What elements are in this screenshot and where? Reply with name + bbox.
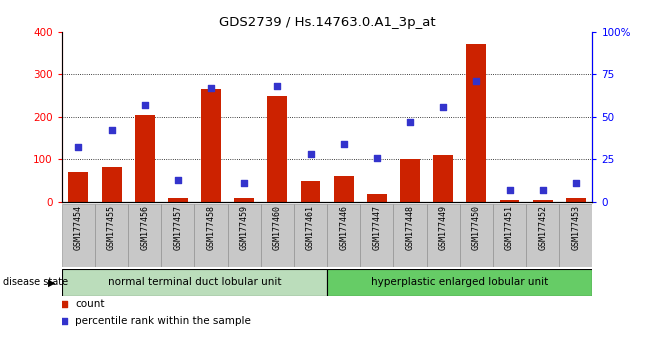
Text: GSM177448: GSM177448 [406, 205, 415, 251]
Point [173, 177, 183, 183]
Text: GSM177454: GSM177454 [74, 205, 83, 251]
Text: count: count [75, 298, 105, 309]
Bar [62, 204, 95, 267]
Bar [460, 204, 493, 267]
Text: hyperplastic enlarged lobular unit: hyperplastic enlarged lobular unit [371, 277, 548, 287]
Point [239, 180, 249, 186]
Point [214, 91, 224, 97]
Point [339, 141, 349, 147]
Point [106, 127, 117, 133]
Bar [268, 96, 287, 202]
Bar [393, 204, 426, 267]
Text: GSM177453: GSM177453 [572, 205, 580, 251]
Bar [102, 167, 122, 202]
Bar [566, 198, 586, 202]
Text: GSM177458: GSM177458 [206, 205, 215, 251]
Text: disease state: disease state [3, 277, 68, 287]
Title: GDS2739 / Hs.14763.0.A1_3p_at: GDS2739 / Hs.14763.0.A1_3p_at [219, 16, 436, 29]
Text: GSM177450: GSM177450 [472, 205, 481, 251]
Bar [533, 200, 553, 202]
Text: ▶: ▶ [48, 277, 55, 287]
Bar [201, 89, 221, 202]
Point [206, 85, 216, 91]
Text: percentile rank within the sample: percentile rank within the sample [75, 316, 251, 326]
Text: GSM177461: GSM177461 [306, 205, 315, 251]
Bar [433, 155, 453, 202]
Bar [234, 198, 254, 202]
Bar [426, 204, 460, 267]
Point [372, 155, 382, 160]
Point [505, 187, 515, 193]
Bar [466, 44, 486, 202]
Text: GSM177449: GSM177449 [439, 205, 448, 251]
Bar [294, 204, 327, 267]
Bar [301, 181, 320, 202]
Text: GSM177456: GSM177456 [140, 205, 149, 251]
Bar [261, 204, 294, 267]
Bar [526, 204, 559, 267]
Bar [128, 204, 161, 267]
Bar [228, 204, 261, 267]
Point [438, 104, 449, 109]
Point [405, 119, 415, 125]
Text: GSM177447: GSM177447 [372, 205, 381, 251]
Bar [195, 204, 228, 267]
Bar [367, 194, 387, 202]
Point [73, 144, 83, 150]
Bar [493, 204, 526, 267]
Point [214, 251, 224, 256]
Text: GSM177457: GSM177457 [173, 205, 182, 251]
Text: GSM177455: GSM177455 [107, 205, 116, 251]
Bar [499, 200, 519, 202]
Point [305, 152, 316, 157]
Text: GSM177452: GSM177452 [538, 205, 547, 251]
Bar [400, 159, 420, 202]
Point [538, 187, 548, 193]
Text: GSM177459: GSM177459 [240, 205, 249, 251]
Bar [559, 204, 592, 267]
Bar [327, 269, 592, 296]
Bar [95, 204, 128, 267]
Text: GSM177451: GSM177451 [505, 205, 514, 251]
Text: normal terminal duct lobular unit: normal terminal duct lobular unit [107, 277, 281, 287]
Bar [161, 204, 195, 267]
Bar [360, 204, 393, 267]
Text: GSM177460: GSM177460 [273, 205, 282, 251]
Point [471, 78, 482, 84]
Point [139, 102, 150, 108]
Bar [334, 176, 353, 202]
Bar [168, 198, 188, 202]
Point [571, 180, 581, 186]
Bar [135, 115, 155, 202]
Bar [327, 204, 360, 267]
Bar [62, 269, 327, 296]
Text: GSM177446: GSM177446 [339, 205, 348, 251]
Point [272, 84, 283, 89]
Bar [68, 172, 89, 202]
